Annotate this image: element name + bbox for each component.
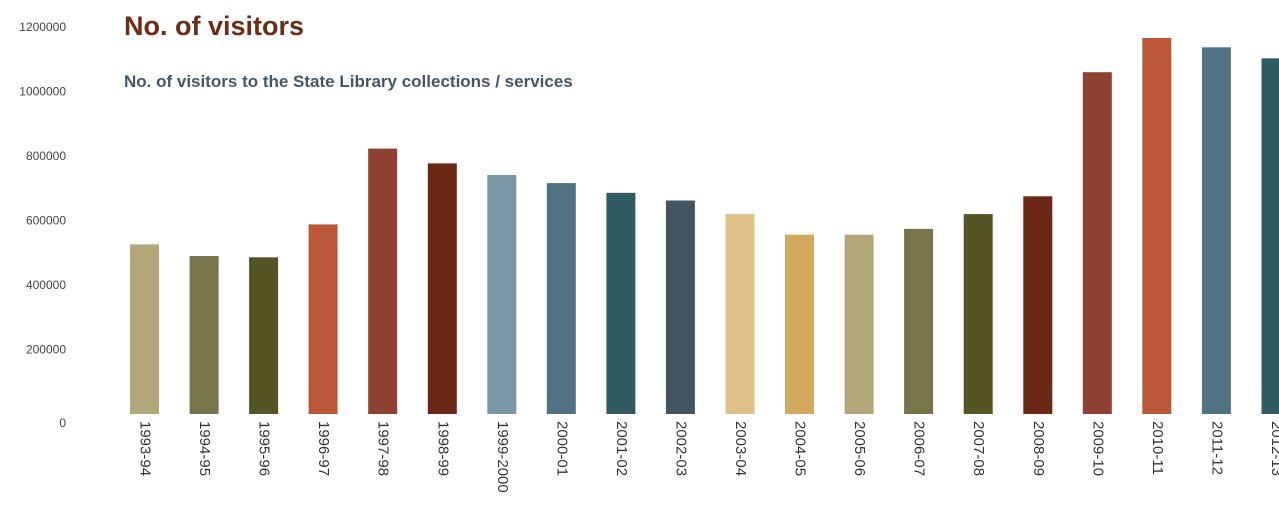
y-tick-label: 600000	[26, 214, 66, 228]
x-tick-label: 2012-13	[1268, 421, 1279, 476]
bar	[1023, 196, 1053, 414]
bar	[785, 234, 814, 414]
x-tick-label: 2003-04	[732, 421, 749, 476]
x-tick-label: 2004-05	[792, 421, 809, 476]
bar	[904, 228, 934, 414]
bar	[1142, 38, 1172, 414]
x-tick-label: 2005-06	[851, 421, 868, 476]
x-tick-label: 1993-94	[137, 421, 154, 476]
y-tick-label: 200000	[26, 343, 66, 357]
bar	[844, 234, 874, 414]
y-tick-label: 400000	[26, 278, 66, 292]
y-tick-label: 1200000	[19, 20, 66, 34]
bar	[963, 214, 993, 414]
x-tick-label: 2000-01	[553, 421, 570, 476]
x-tick-label: 1996-97	[315, 421, 332, 476]
x-tick-label: 2007-08	[970, 421, 987, 476]
bar	[189, 256, 219, 414]
bar	[130, 244, 159, 414]
x-tick-label: 1997-98	[375, 421, 392, 476]
chart-subtitle: No. of visitors to the State Library col…	[124, 72, 573, 91]
bars	[130, 38, 1279, 415]
bar	[427, 163, 457, 414]
x-tick-label: 2010-11	[1149, 421, 1166, 475]
x-tick-label: 2006-07	[911, 421, 928, 476]
x-tick-label: 1994-95	[196, 421, 213, 476]
bar	[249, 257, 279, 414]
y-tick-label: 800000	[26, 149, 66, 163]
bar	[546, 183, 576, 414]
y-tick-label: 1000000	[19, 85, 66, 99]
y-axis: 0 200000 400000 600000 800000 1000000 1200000	[19, 20, 66, 430]
x-tick-label: 1995-96	[256, 421, 273, 476]
x-tick-label: 2008-09	[1030, 421, 1047, 476]
bar	[665, 200, 695, 414]
bar	[487, 175, 517, 414]
bar	[606, 192, 636, 414]
bar	[1261, 58, 1279, 415]
x-tick-label: 2001-02	[613, 421, 630, 476]
x-tick-label: 2002-03	[672, 421, 689, 476]
bar	[368, 148, 398, 414]
bar	[1082, 72, 1112, 414]
bar	[725, 214, 755, 414]
x-tick-label: 1999-2000	[494, 421, 511, 493]
chart-title: No. of visitors	[124, 11, 304, 41]
bar	[308, 224, 338, 414]
y-tick-label: 0	[59, 416, 66, 430]
x-tick-label: 2009-10	[1089, 421, 1106, 476]
bar	[1201, 47, 1231, 415]
x-tick-label: 2011-12	[1208, 421, 1225, 475]
x-axis: 1993-94 1994-95 1995-96 1996-97 1997-98 1998-…	[137, 421, 1279, 493]
x-tick-label: 1998-99	[434, 421, 451, 476]
